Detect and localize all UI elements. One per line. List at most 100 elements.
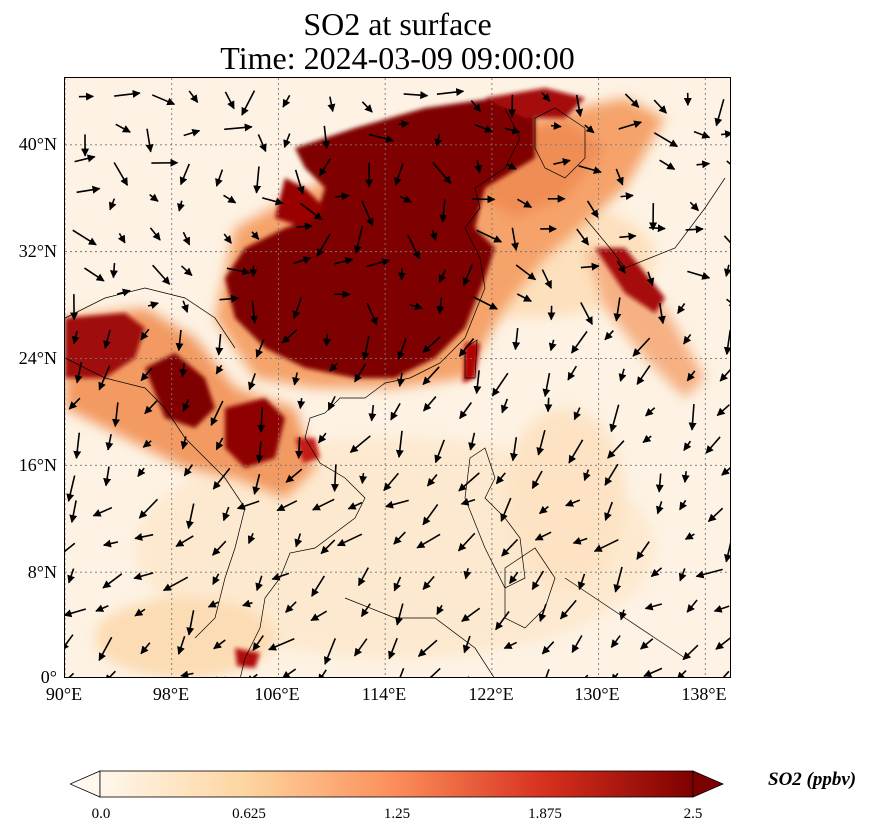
wind-arrow — [548, 339, 557, 352]
wind-arrow — [573, 407, 582, 421]
wind-arrow — [462, 264, 473, 287]
wind-arrow — [360, 603, 371, 618]
wind-arrow — [65, 634, 74, 651]
colorbar-tick: 1.25 — [383, 806, 411, 822]
wind-arrow — [713, 605, 730, 613]
wind-arrow — [434, 133, 443, 148]
wind-arrow — [550, 121, 562, 130]
wind-arrow — [385, 499, 409, 509]
map-time: Time: 2024-03-09 09:00:00 — [220, 40, 575, 76]
wind-arrow — [459, 402, 473, 420]
wind-arrow — [71, 330, 80, 345]
wind-arrow — [183, 128, 201, 137]
wind-arrow — [645, 407, 656, 417]
wind-arrow — [151, 94, 176, 106]
wind-arrow — [568, 439, 584, 464]
wind-arrow — [643, 667, 663, 677]
map-panel — [64, 77, 731, 678]
wind-arrow — [542, 373, 551, 398]
wind-arrow — [604, 463, 619, 486]
lon-tick-label: 90°E — [45, 684, 83, 704]
wind-arrow — [175, 329, 184, 352]
wind-arrow — [366, 302, 378, 326]
wind-arrow — [117, 232, 126, 244]
wind-arrow — [212, 573, 220, 586]
wind-arrow — [474, 123, 494, 133]
wind-arrow — [397, 372, 405, 387]
wind-arrow — [434, 439, 445, 464]
wind-arrow — [583, 469, 591, 482]
wind-arrow — [695, 568, 723, 579]
lon-tick-label: 138°E — [681, 684, 727, 704]
wind-arrow — [67, 568, 75, 584]
wind-arrow — [369, 133, 395, 143]
wind-arrow — [474, 159, 483, 174]
wind-arrow — [399, 195, 412, 204]
wind-arrow — [501, 538, 519, 557]
wind-arrow — [145, 128, 154, 153]
wind-arrow — [611, 672, 620, 677]
wind-arrow — [576, 228, 590, 246]
wind-arrow — [657, 302, 666, 325]
wind-arrow — [696, 160, 711, 169]
coastlines — [65, 107, 726, 677]
wind-arrow — [619, 232, 637, 241]
wind-arrow — [281, 329, 298, 344]
wind-arrow — [103, 466, 112, 487]
wind-arrow — [463, 568, 472, 580]
wind-arrow — [294, 533, 303, 548]
wind-arrow — [457, 532, 476, 552]
wind-arrow — [720, 130, 730, 139]
lon-tick-label: 122°E — [468, 684, 514, 704]
colorbar — [70, 770, 725, 798]
wind-arrow — [180, 265, 193, 277]
wind-arrow — [114, 89, 141, 98]
wind-arrow — [683, 440, 692, 452]
wind-arrow — [255, 575, 263, 592]
wind-arrow — [515, 264, 537, 281]
wind-arrow — [640, 638, 654, 650]
wind-arrow — [577, 573, 586, 591]
wind-arrow — [276, 500, 298, 512]
wind-arrow — [681, 471, 690, 484]
wind-arrow — [95, 604, 109, 612]
wind-arrow — [636, 541, 650, 560]
wind-arrow — [613, 297, 622, 322]
wind-arrow — [439, 199, 448, 223]
wind-arrow — [236, 500, 260, 510]
wind-arrow — [545, 669, 550, 677]
wind-arrow — [541, 641, 555, 655]
wind-arrow — [655, 473, 664, 493]
wind-arrow — [659, 159, 676, 170]
wind-arrow — [436, 88, 465, 96]
wind-arrow — [223, 194, 237, 204]
wind-arrow — [506, 162, 517, 170]
wind-arrow — [536, 430, 546, 456]
wind-arrow — [509, 437, 518, 462]
wind-arrow — [462, 635, 471, 654]
wind-arrow — [182, 398, 190, 412]
wind-arrow — [565, 499, 581, 507]
wind-arrow — [436, 604, 444, 616]
wind-arrow — [215, 364, 224, 375]
wind-arrow — [436, 297, 445, 315]
wind-arrow — [361, 101, 373, 113]
wind-arrow — [619, 609, 627, 621]
wind-arrow — [682, 644, 699, 661]
wind-arrow — [653, 132, 679, 148]
wind-arrow — [361, 200, 374, 227]
wind-arrow — [253, 166, 262, 194]
wind-arrow — [140, 642, 151, 655]
wind-arrow — [318, 669, 327, 677]
wind-arrow — [74, 154, 96, 163]
wind-arrow — [593, 538, 619, 553]
wind-arrow — [398, 120, 410, 129]
wind-arrow — [66, 475, 76, 502]
wind-arrow — [516, 293, 532, 302]
wind-arrow — [69, 500, 78, 524]
wind-arrow — [426, 474, 438, 487]
wind-arrow — [677, 302, 686, 315]
wind-arrow — [618, 120, 643, 130]
wind-arrow — [162, 576, 189, 592]
wind-arrow — [468, 432, 476, 451]
